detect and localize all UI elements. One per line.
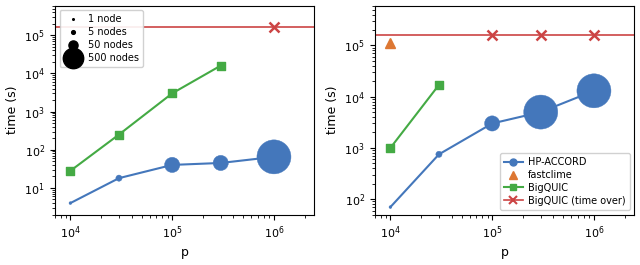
Point <box>385 205 396 209</box>
Point <box>114 132 124 137</box>
Point <box>65 169 76 173</box>
X-axis label: p: p <box>500 246 509 259</box>
Y-axis label: time (s): time (s) <box>6 86 19 134</box>
Point <box>114 176 124 180</box>
X-axis label: p: p <box>180 246 189 259</box>
Point <box>589 89 599 93</box>
Point <box>216 161 226 165</box>
Point <box>167 163 177 167</box>
Point <box>269 155 279 159</box>
Point <box>65 201 76 205</box>
Legend: 1 node, 5 nodes, 50 nodes, 500 nodes: 1 node, 5 nodes, 50 nodes, 500 nodes <box>60 10 143 67</box>
Point <box>487 121 497 126</box>
Point <box>167 91 177 95</box>
Point <box>536 110 546 114</box>
Point <box>434 152 444 156</box>
Legend: HP-ACCORD, fastclime, BigQUIC, BigQUIC (time over): HP-ACCORD, fastclime, BigQUIC, BigQUIC (… <box>500 153 630 210</box>
Point <box>216 64 226 68</box>
Point <box>385 146 396 150</box>
Point <box>434 83 444 87</box>
Y-axis label: time (s): time (s) <box>326 86 339 134</box>
